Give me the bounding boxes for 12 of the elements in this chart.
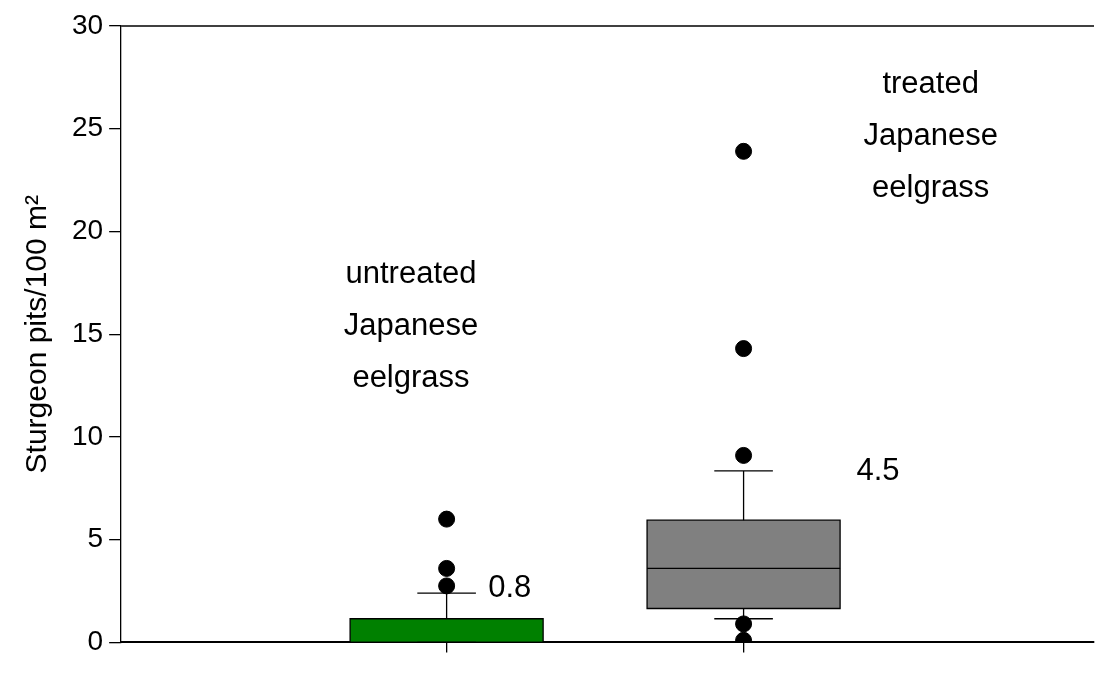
- annotation: 0.8: [488, 569, 532, 605]
- annotation: 4.5: [856, 451, 900, 487]
- y-tick-label: 10: [71, 419, 104, 451]
- y-tick-label: 20: [71, 214, 104, 246]
- y-tick-label: 15: [71, 316, 104, 348]
- annotation: untreated Japanese eelgrass: [343, 254, 479, 394]
- y-tick-label: 5: [87, 522, 104, 554]
- y-tick-label: 30: [71, 8, 104, 40]
- y-tick-label: 0: [87, 625, 104, 657]
- y-axis-title: Sturgeon pits/100 m²: [19, 194, 53, 474]
- y-tick-label: 25: [71, 111, 104, 143]
- annotation: treated Japanese eelgrass: [863, 65, 998, 205]
